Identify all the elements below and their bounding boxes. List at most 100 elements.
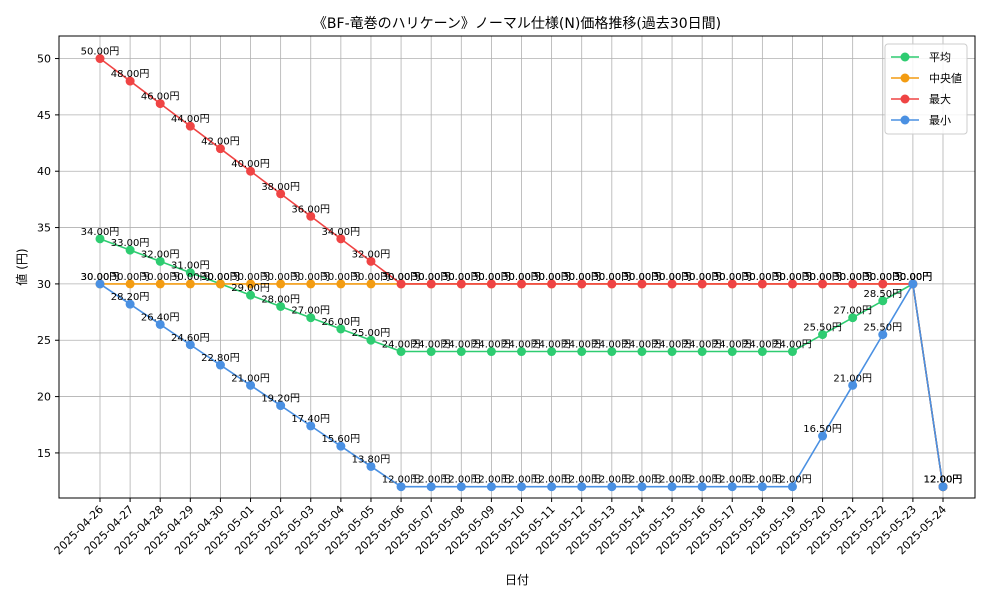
data-label: 30.00円 xyxy=(743,272,782,283)
data-label: 12.00円 xyxy=(593,475,632,486)
data-label: 12.00円 xyxy=(924,475,963,486)
data-label: 24.00円 xyxy=(593,340,632,351)
data-label: 30.00円 xyxy=(653,272,692,283)
data-point xyxy=(155,319,165,329)
data-point xyxy=(517,279,526,289)
data-label: 30.00円 xyxy=(472,272,511,283)
data-label: 24.60円 xyxy=(171,333,210,344)
data-label: 30.00円 xyxy=(743,272,782,283)
data-label: 40.00円 xyxy=(231,159,270,170)
data-point xyxy=(697,482,707,492)
data-label: 24.00円 xyxy=(502,340,541,351)
data-point xyxy=(637,482,647,492)
plot-area xyxy=(58,35,976,499)
data-label: 30.00円 xyxy=(81,272,120,283)
data-label: 31.00円 xyxy=(171,261,210,272)
data-point xyxy=(95,279,105,289)
data-label: 30.00円 xyxy=(623,272,662,283)
data-point xyxy=(215,144,225,154)
data-point xyxy=(938,482,948,492)
data-label: 12.00円 xyxy=(562,475,601,486)
y-tick-label: 30 xyxy=(37,278,51,291)
data-point xyxy=(577,279,587,289)
data-label: 26.00円 xyxy=(322,317,361,328)
data-point xyxy=(95,54,105,64)
data-label: 12.00円 xyxy=(442,475,481,486)
data-point xyxy=(366,279,376,289)
data-label: 25.00円 xyxy=(352,328,391,339)
data-point xyxy=(667,347,677,357)
y-tick-label: 50 xyxy=(37,53,51,66)
data-point xyxy=(607,482,617,492)
data-point xyxy=(878,296,888,306)
data-label: 12.00円 xyxy=(924,475,963,486)
data-point xyxy=(336,441,346,451)
legend-marker xyxy=(900,115,910,125)
data-label: 30.00円 xyxy=(562,272,601,283)
data-label: 30.00円 xyxy=(141,272,180,283)
data-point xyxy=(818,279,828,289)
data-point xyxy=(637,347,647,357)
data-point xyxy=(155,99,165,109)
data-point xyxy=(246,380,256,390)
data-point xyxy=(757,482,767,492)
data-point xyxy=(757,347,767,357)
data-label: 30.00円 xyxy=(231,272,270,283)
data-label: 16.50円 xyxy=(803,424,842,435)
data-label: 15.60円 xyxy=(322,434,361,445)
data-label: 24.00円 xyxy=(773,340,812,351)
data-label: 30.00円 xyxy=(442,272,481,283)
series-layer xyxy=(95,54,948,492)
data-label: 30.00円 xyxy=(532,272,571,283)
data-label: 30.00円 xyxy=(773,272,812,283)
data-point xyxy=(607,347,617,357)
data-point xyxy=(306,279,316,289)
y-tick-label: 20 xyxy=(37,391,51,404)
data-point xyxy=(787,482,797,492)
data-label: 30.00円 xyxy=(894,272,933,283)
data-label: 12.00円 xyxy=(382,475,421,486)
data-label: 30.00円 xyxy=(382,272,421,283)
data-label: 28.00円 xyxy=(261,294,300,305)
data-point xyxy=(878,279,888,289)
data-point xyxy=(547,482,557,492)
data-point xyxy=(276,189,286,199)
data-point xyxy=(426,482,436,492)
legend-marker xyxy=(900,94,910,104)
data-label: 30.00円 xyxy=(863,272,902,283)
data-label: 12.00円 xyxy=(412,475,451,486)
data-point xyxy=(276,401,286,411)
data-label: 30.00円 xyxy=(201,272,240,283)
data-point xyxy=(577,482,587,492)
data-point xyxy=(787,279,797,289)
data-point xyxy=(125,245,135,255)
data-label: 27.00円 xyxy=(833,306,872,317)
data-point xyxy=(547,347,557,357)
data-label: 28.50円 xyxy=(863,289,902,300)
data-label: 30.00円 xyxy=(352,272,391,283)
data-point xyxy=(336,324,346,334)
data-point xyxy=(426,279,436,289)
data-label: 30.00円 xyxy=(773,272,812,283)
data-label: 32.00円 xyxy=(141,249,180,260)
data-label: 42.00円 xyxy=(201,137,240,148)
data-label: 30.00円 xyxy=(322,272,361,283)
data-point xyxy=(727,279,737,289)
legend-entry: 中央値 xyxy=(929,72,962,85)
data-label: 30.00円 xyxy=(171,272,210,283)
data-point xyxy=(185,279,195,289)
data-label: 30.00円 xyxy=(502,272,541,283)
data-label: 30.00円 xyxy=(803,272,842,283)
data-point xyxy=(486,347,496,357)
data-label: 33.00円 xyxy=(111,238,150,249)
data-point xyxy=(125,76,135,86)
legend-entry: 平均 xyxy=(929,51,951,64)
data-point xyxy=(426,347,436,357)
data-label: 30.00円 xyxy=(532,272,571,283)
data-point xyxy=(697,279,707,289)
y-tick-label: 25 xyxy=(37,334,51,347)
data-point xyxy=(848,279,858,289)
data-label: 12.00円 xyxy=(532,475,571,486)
data-label: 30.00円 xyxy=(472,272,511,283)
